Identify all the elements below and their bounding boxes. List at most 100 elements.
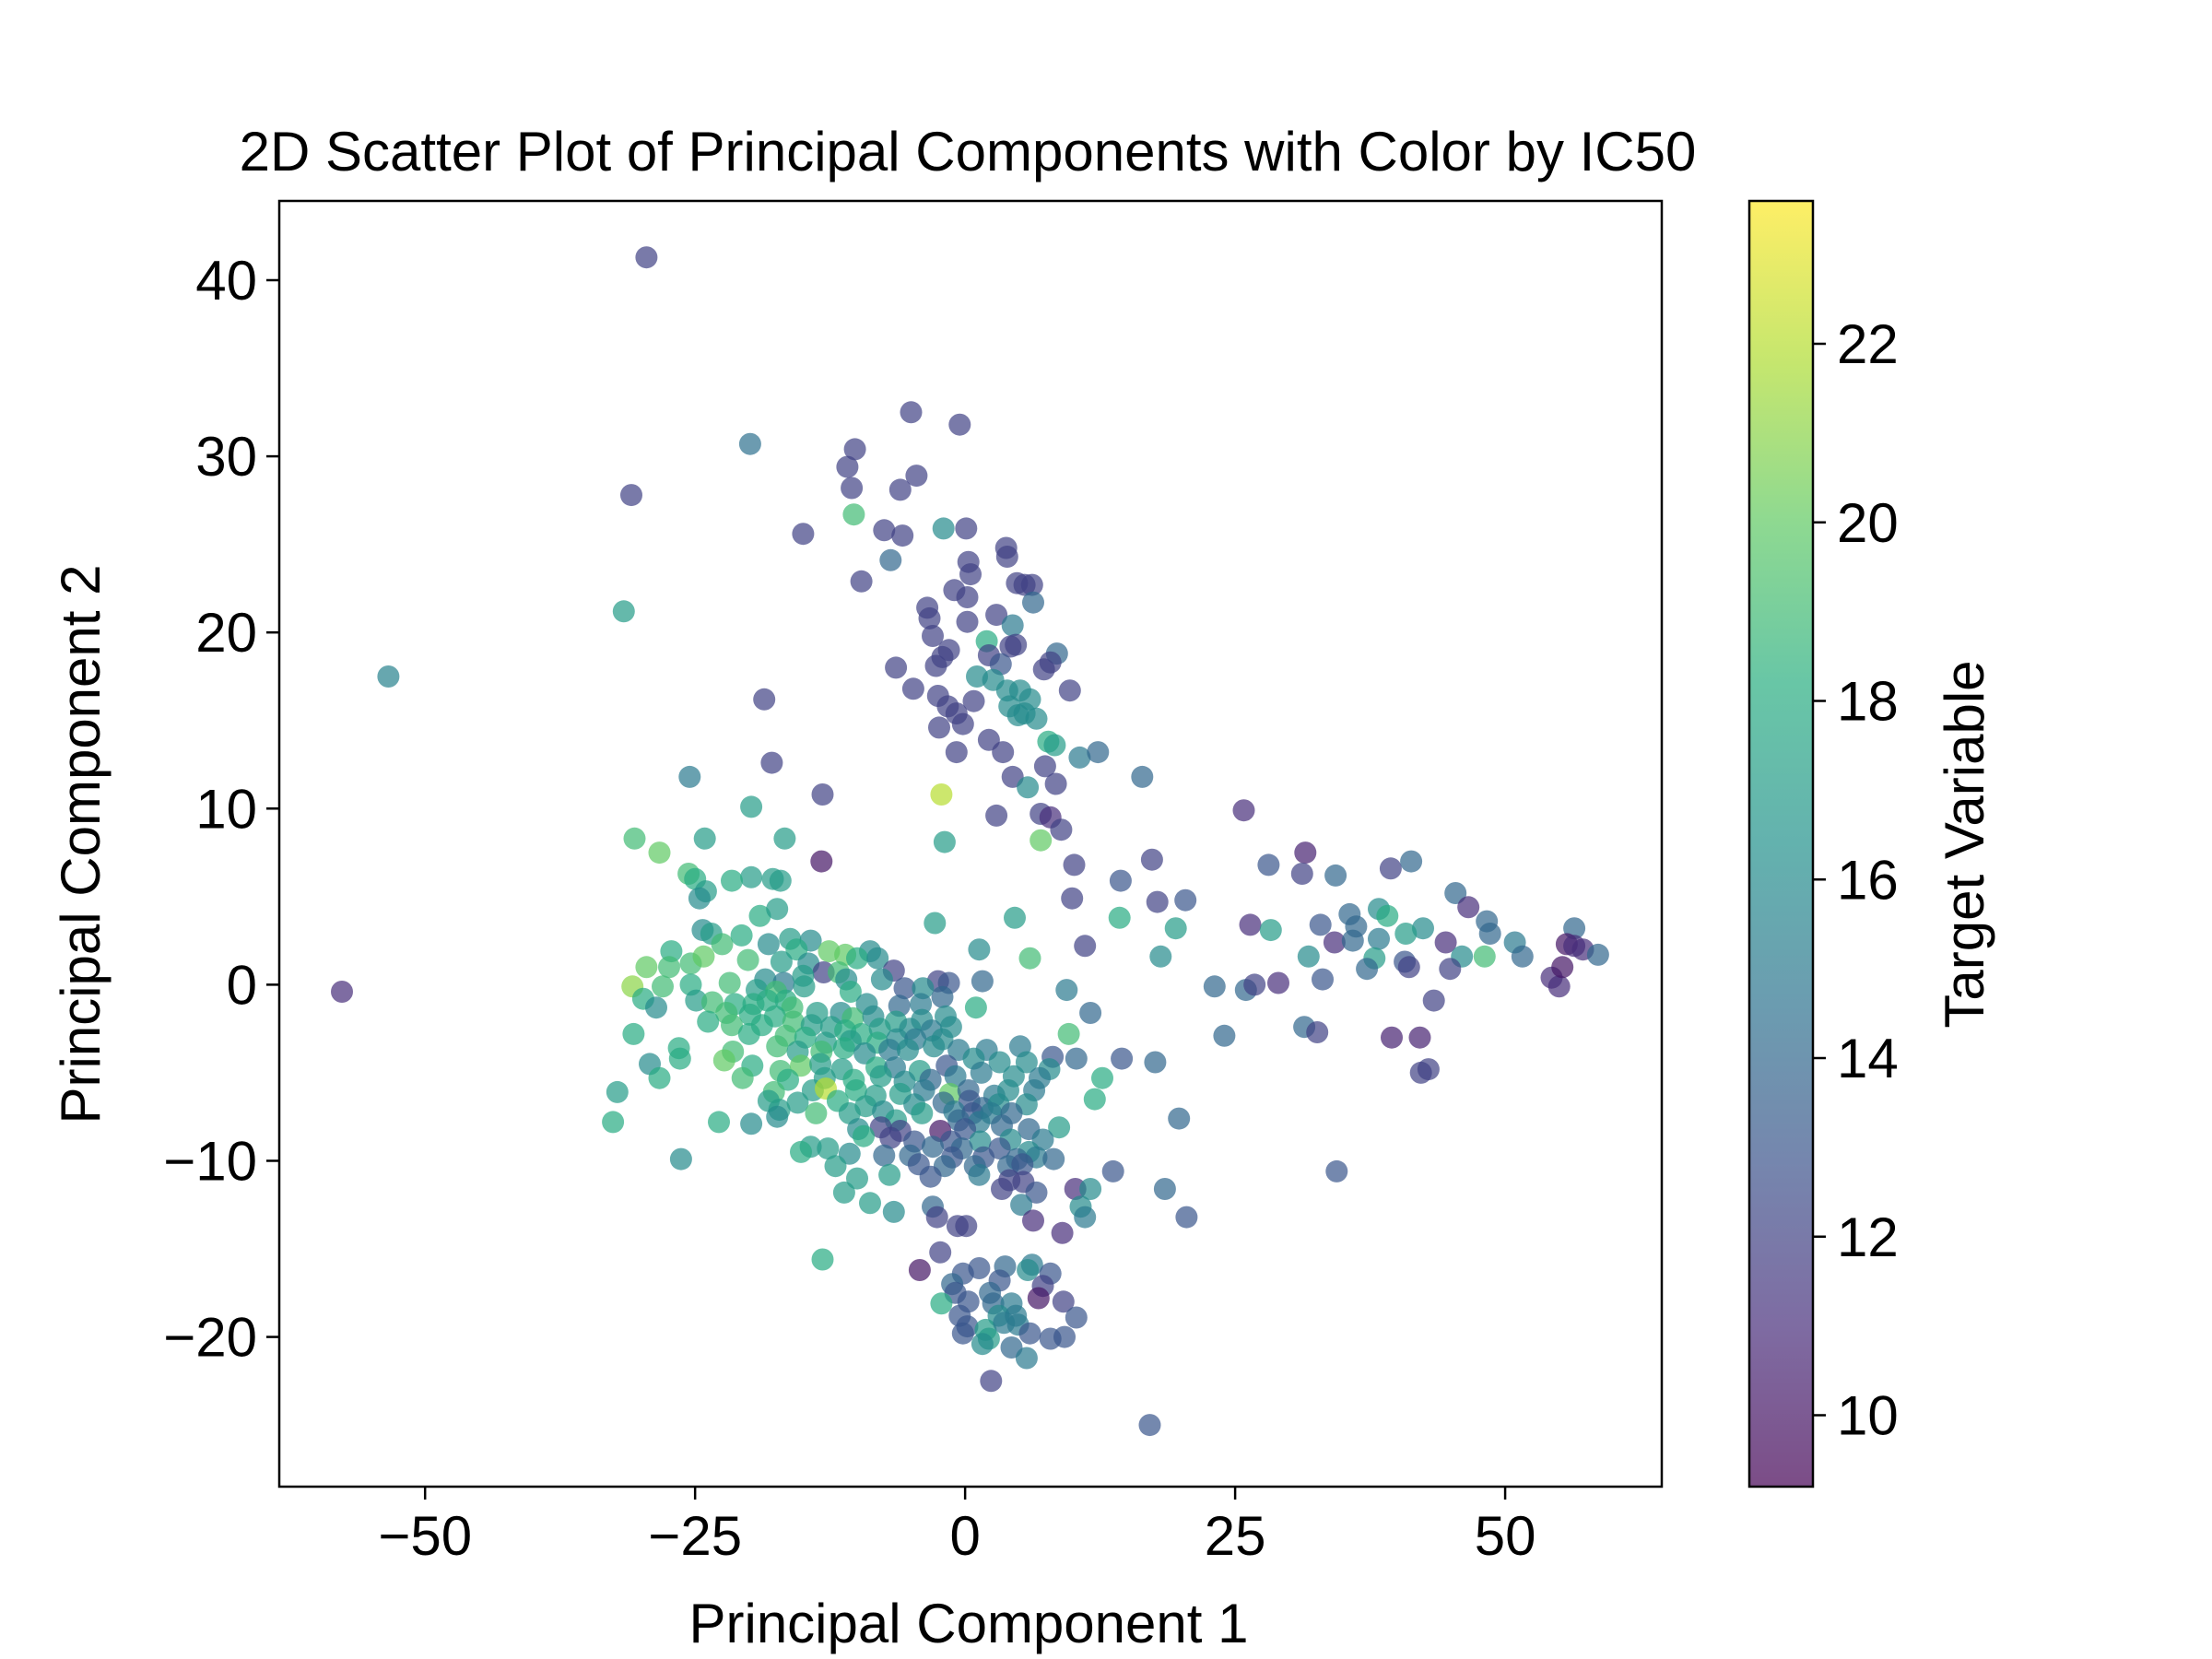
- scatter-point: [1111, 1047, 1134, 1070]
- scatter-point: [1473, 945, 1496, 968]
- scatter-point: [645, 996, 667, 1019]
- scatter-point: [962, 689, 985, 712]
- scatter-point: [1109, 869, 1132, 892]
- scatter-point: [658, 956, 680, 979]
- scatter-point: [1018, 1322, 1041, 1345]
- scatter-point: [805, 1101, 828, 1124]
- scatter-point: [760, 751, 783, 774]
- scatter-point: [685, 989, 708, 1012]
- scatter-point: [1232, 799, 1255, 822]
- scatter-point: [648, 841, 671, 865]
- scatter-point: [1140, 848, 1163, 871]
- scatter-point: [932, 517, 955, 540]
- scatter-point: [873, 519, 896, 542]
- scatter-point: [790, 1054, 812, 1077]
- x-tick-label: −50: [378, 1505, 472, 1567]
- scatter-point: [792, 523, 815, 546]
- y-tick-label: −10: [163, 1130, 257, 1192]
- scatter-point: [811, 783, 834, 806]
- scatter-point: [842, 503, 865, 526]
- scatter-point: [1101, 1159, 1124, 1182]
- scatter-point: [678, 765, 701, 788]
- scatter-point: [846, 1167, 868, 1190]
- scatter-point: [836, 455, 859, 478]
- scatter-point: [955, 1215, 978, 1238]
- scatter-point: [930, 783, 953, 806]
- scatter-point: [1400, 850, 1423, 873]
- scatter-point: [908, 1259, 931, 1281]
- x-tick-label: 25: [1205, 1505, 1266, 1567]
- scatter-point: [1153, 1178, 1176, 1200]
- scatter-point: [1055, 979, 1078, 1002]
- scatter-point: [1203, 975, 1226, 998]
- colorbar-label: Target Variable: [1934, 660, 1995, 1028]
- scatter-point: [1164, 917, 1187, 940]
- scatter-point: [1064, 1178, 1087, 1200]
- scatter-point: [1417, 1058, 1440, 1081]
- scatter-point: [1412, 917, 1434, 940]
- scatter-point: [924, 912, 947, 935]
- scatter-point: [995, 546, 1018, 568]
- scatter-point: [1267, 971, 1289, 994]
- scatter-point: [606, 1080, 629, 1103]
- scatter-point: [1131, 765, 1154, 788]
- colorbar-tick-label: 10: [1837, 1385, 1899, 1447]
- scatter-point: [1239, 913, 1262, 936]
- scatter-point: [1551, 956, 1574, 979]
- scatter-point: [1376, 904, 1399, 927]
- scatter-point: [1027, 1287, 1050, 1310]
- scatter-point: [970, 1061, 993, 1084]
- scatter-point: [922, 625, 944, 647]
- scatter-point: [1149, 945, 1172, 968]
- scatter-point: [910, 993, 933, 1016]
- scatter-point: [692, 945, 715, 968]
- scatter-point: [956, 610, 979, 633]
- scatter-point: [1065, 1047, 1088, 1070]
- scatter-point: [839, 981, 862, 1003]
- plot-frame: [277, 199, 1664, 1488]
- scatter-point: [753, 688, 776, 711]
- scatter-point: [944, 1065, 967, 1088]
- scatter-point: [922, 1135, 944, 1159]
- scatter-point: [1457, 896, 1480, 919]
- scatter-point: [1011, 1153, 1034, 1176]
- scatter-point: [1061, 887, 1084, 910]
- scatter-point: [1323, 931, 1346, 954]
- scatter-point: [1309, 913, 1332, 936]
- scatter-point: [964, 996, 987, 1019]
- scatter-point: [866, 947, 889, 970]
- scatter-point: [770, 950, 793, 973]
- scatter-point: [648, 1066, 671, 1089]
- scatter-point: [1074, 1206, 1097, 1229]
- scatter-point: [968, 1163, 991, 1186]
- scatter-point: [901, 677, 924, 700]
- scatter-point: [971, 970, 994, 993]
- scatter-point: [721, 1014, 743, 1037]
- scatter-point: [793, 975, 816, 998]
- scatter-point: [1022, 1209, 1044, 1232]
- scatter-point: [748, 904, 771, 927]
- scatter-point: [740, 865, 763, 888]
- scatter-point: [1325, 1159, 1348, 1182]
- scatter-point: [811, 1248, 834, 1271]
- y-tick-label: 10: [195, 778, 257, 840]
- scatter-point: [832, 1181, 855, 1204]
- scatter-point: [1068, 746, 1091, 769]
- scatter-point: [1324, 864, 1347, 887]
- scatter-point: [1005, 633, 1028, 656]
- scatter-point: [1033, 755, 1056, 778]
- scatter-point: [1063, 853, 1086, 877]
- scatter-point: [635, 246, 658, 269]
- scatter-point: [1381, 1026, 1403, 1049]
- scatter-point: [1586, 943, 1609, 966]
- scatter-point: [988, 1137, 1011, 1160]
- scatter-point: [602, 1111, 625, 1134]
- colorbar-tick-label: 22: [1837, 313, 1899, 375]
- scatter-point: [869, 1065, 892, 1088]
- scatter-point: [824, 1155, 847, 1178]
- scatter-point: [1051, 1221, 1074, 1244]
- scatter-point: [790, 1140, 812, 1163]
- scatter-point: [931, 985, 954, 1008]
- scatter-point: [1408, 1026, 1431, 1049]
- scatter-point: [853, 1124, 875, 1147]
